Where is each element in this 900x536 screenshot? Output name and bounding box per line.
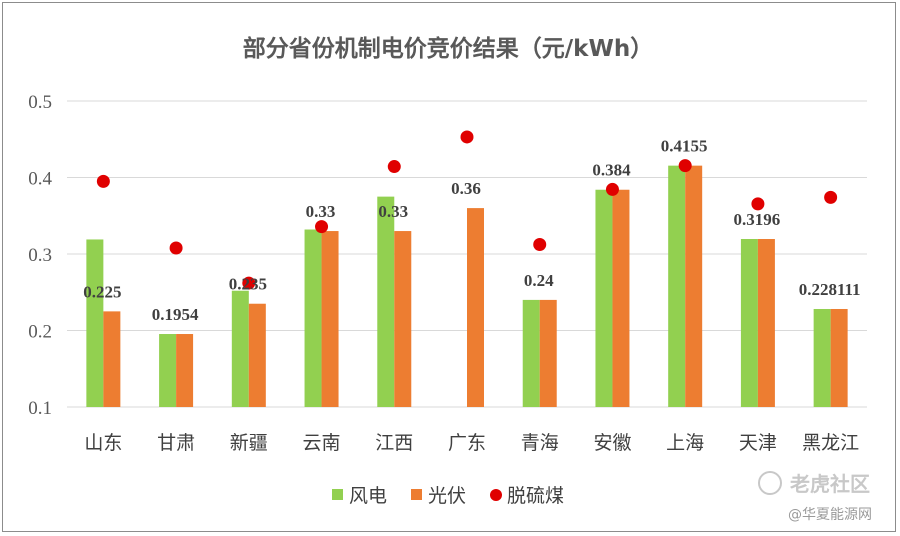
legend: 风电 光伏 脱硫煤 <box>332 485 564 507</box>
chart-title: 部分省份机制电价竞价结果（元/kWh） <box>243 35 653 62</box>
data-labels: 0.225 0.1954 0.235 0.33 0.33 0.36 0.24 0.384 0.4… <box>83 137 860 324</box>
bar-solar-0 <box>103 311 121 407</box>
data-label-9: 0.3196 <box>734 210 781 229</box>
bar-wind-6 <box>522 299 540 407</box>
bar-solar-4 <box>394 231 412 407</box>
marker-coal-9 <box>751 197 765 211</box>
marker-coal-4 <box>387 160 401 174</box>
marker-coal-10 <box>824 190 838 204</box>
legend-label-solar: 光伏 <box>428 485 466 507</box>
data-label-1: 0.1954 <box>152 305 199 324</box>
y-tick-label-3: 0.4 <box>28 169 52 190</box>
y-tick-label-2: 0.3 <box>28 245 52 266</box>
legend-marker-coal <box>490 489 502 501</box>
data-label-6: 0.24 <box>524 271 554 290</box>
y-tick-label-4: 0.5 <box>28 92 52 113</box>
coal-price-markers <box>96 130 838 290</box>
y-axis-ticks: 0.1 0.2 0.3 0.4 0.5 <box>28 92 52 419</box>
bar-wind-9 <box>740 239 758 407</box>
y-tick-label-0: 0.1 <box>28 398 52 419</box>
marker-coal-0 <box>96 174 110 188</box>
category-label-6: 青海 <box>521 432 559 454</box>
bar-solar-5 <box>467 208 484 407</box>
category-label-2: 新疆 <box>230 432 268 454</box>
bar-solar-7 <box>612 189 630 407</box>
bar-wind-0 <box>86 239 104 407</box>
data-label-7: 0.384 <box>592 161 631 180</box>
category-label-3: 云南 <box>303 432 341 454</box>
data-label-2: 0.235 <box>229 275 267 294</box>
watermark-source: @华夏能源网 <box>788 507 872 523</box>
y-tick-label-1: 0.2 <box>28 322 52 343</box>
bar-solar-2 <box>248 303 266 407</box>
data-label-3: 0.33 <box>306 202 336 221</box>
bar-solar-3 <box>321 231 339 407</box>
category-label-0: 山东 <box>84 432 122 454</box>
bar-wind-2 <box>231 290 249 407</box>
marker-coal-1 <box>169 241 183 255</box>
bar-solar-10 <box>830 308 848 407</box>
category-label-9: 天津 <box>739 432 777 454</box>
watermark-title: 老虎社区 <box>790 472 870 496</box>
bars <box>86 165 848 407</box>
data-label-0: 0.225 <box>83 282 121 301</box>
data-label-5: 0.36 <box>451 179 481 198</box>
bar-solar-6 <box>539 299 557 407</box>
bar-solar-8 <box>685 165 703 407</box>
bar-wind-3 <box>304 229 322 407</box>
bar-wind-4 <box>377 196 395 407</box>
marker-coal-8 <box>678 159 692 173</box>
legend-label-coal: 脱硫煤 <box>507 485 564 507</box>
category-label-8: 上海 <box>666 432 704 454</box>
marker-coal-5 <box>460 130 474 144</box>
data-label-10: 0.228111 <box>799 280 861 299</box>
data-label-4: 0.33 <box>378 202 408 221</box>
marker-coal-3 <box>315 220 329 234</box>
data-label-8: 0.4155 <box>661 137 708 156</box>
bar-wind-1 <box>159 334 177 407</box>
category-label-5: 广东 <box>448 432 486 454</box>
bar-solar-9 <box>757 239 775 407</box>
legend-label-wind: 风电 <box>349 485 387 507</box>
legend-swatch-solar <box>411 489 422 500</box>
bar-wind-10 <box>813 308 831 407</box>
category-label-4: 江西 <box>375 432 413 454</box>
watermark: 老虎社区 @华夏能源网 <box>758 471 872 523</box>
marker-coal-7 <box>605 182 619 196</box>
watermark-paw-icon <box>758 471 782 495</box>
bar-wind-8 <box>668 165 686 407</box>
category-label-7: 安徽 <box>593 432 631 454</box>
marker-coal-6 <box>533 238 547 252</box>
bar-solar-1 <box>176 334 194 407</box>
legend-swatch-wind <box>332 489 343 500</box>
x-axis-categories: 山东 甘肃 新疆 云南 江西 广东 青海 安徽 上海 天津 黑龙江 <box>84 432 859 454</box>
category-label-10: 黑龙江 <box>802 432 859 454</box>
marker-coal-2 <box>242 276 256 290</box>
category-label-1: 甘肃 <box>157 432 195 454</box>
bar-wind-7 <box>595 189 613 407</box>
